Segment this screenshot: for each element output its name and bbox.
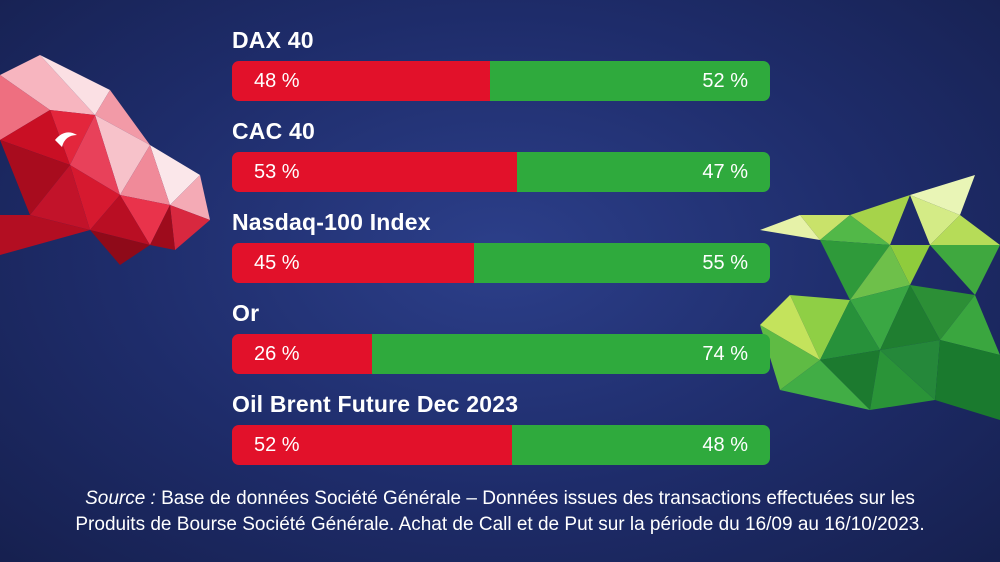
- category-label: Oil Brent Future Dec 2023: [232, 391, 519, 417]
- data-label: 74 %: [702, 343, 748, 365]
- bar-segment-red: 52 %: [232, 425, 512, 465]
- source-line-1: Source : Base de données Société Général…: [0, 486, 1000, 512]
- category-label: Nasdaq-100 Index: [232, 209, 431, 235]
- bar-segment-green: 74 %: [371, 334, 770, 374]
- category-label: CAC 40: [232, 118, 316, 144]
- stacked-bar: 45 % 55 %: [232, 243, 770, 283]
- data-label: 52 %: [702, 70, 748, 92]
- bar-row: Oil Brent Future Dec 2023 52 % 48 %: [232, 388, 770, 479]
- data-label: 26 %: [254, 343, 300, 365]
- data-label: 48 %: [702, 434, 748, 456]
- data-label: 55 %: [702, 252, 748, 274]
- bar-row: DAX 40 48 % 52 %: [232, 24, 770, 115]
- bar-segment-red: 26 %: [232, 334, 372, 374]
- bar-row: Or 26 % 74 %: [232, 297, 770, 388]
- stacked-bar: 26 % 74 %: [232, 334, 770, 374]
- source-line-2: Produits de Bourse Société Générale. Ach…: [75, 514, 925, 535]
- bar-segment-red: 53 %: [232, 152, 518, 192]
- data-label: 45 %: [254, 252, 300, 274]
- bar-row: Nasdaq-100 Index 45 % 55 %: [232, 206, 770, 297]
- category-label: Or: [232, 300, 260, 326]
- data-label: 52 %: [254, 434, 300, 456]
- data-label: 48 %: [254, 70, 300, 92]
- bar-segment-green: 55 %: [474, 243, 770, 283]
- data-label: 47 %: [702, 161, 748, 183]
- bar-row: CAC 40 53 % 47 %: [232, 115, 770, 206]
- stacked-bar-chart: DAX 40 48 % 52 % CAC 40 53 % 47 % Nasdaq-100 I…: [232, 24, 770, 479]
- source-note: Source : Base de données Société Général…: [0, 486, 1000, 538]
- bar-segment-green: 52 %: [490, 61, 770, 101]
- bear-icon: [0, 55, 210, 265]
- bull-icon: [760, 175, 1000, 420]
- bar-segment-red: 48 %: [232, 61, 491, 101]
- category-label: DAX 40: [232, 27, 314, 53]
- source-text: Base de données Société Générale – Donné…: [155, 488, 915, 509]
- stacked-bar: 52 % 48 %: [232, 425, 770, 465]
- bar-segment-red: 45 %: [232, 243, 475, 283]
- source-label: Source :: [85, 488, 156, 509]
- bar-segment-green: 47 %: [517, 152, 770, 192]
- bar-segment-green: 48 %: [511, 425, 770, 465]
- stacked-bar: 48 % 52 %: [232, 61, 770, 101]
- stacked-bar: 53 % 47 %: [232, 152, 770, 192]
- data-label: 53 %: [254, 161, 300, 183]
